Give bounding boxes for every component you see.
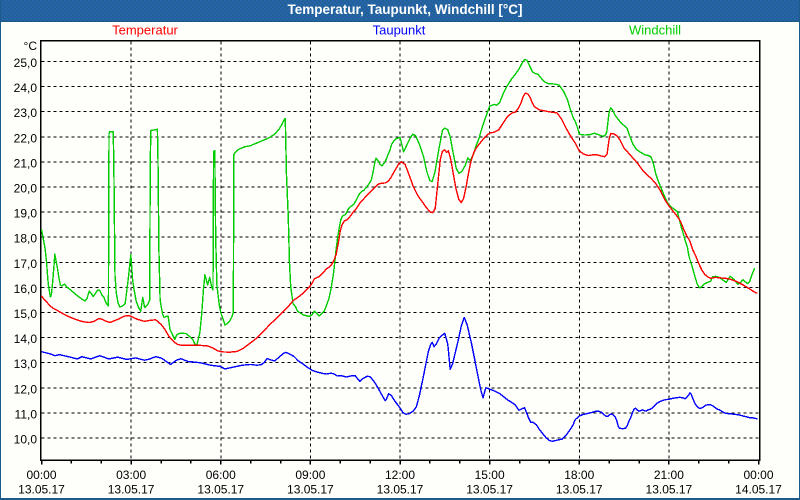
svg-text:15,0: 15,0 — [14, 307, 38, 321]
svg-text:06:00: 06:00 — [206, 468, 236, 482]
svg-text:19,0: 19,0 — [14, 207, 38, 221]
svg-text:25,0: 25,0 — [14, 56, 38, 70]
svg-text:Temperatur: Temperatur — [112, 23, 178, 38]
svg-text:13.05.17: 13.05.17 — [556, 483, 603, 497]
svg-text:13.05.17: 13.05.17 — [108, 483, 155, 497]
svg-text:14.05.17: 14.05.17 — [735, 483, 782, 497]
svg-text:18,0: 18,0 — [14, 232, 38, 246]
svg-text:18:00: 18:00 — [564, 468, 594, 482]
svg-text:00:00: 00:00 — [743, 468, 773, 482]
svg-text:16,0: 16,0 — [14, 282, 38, 296]
svg-text:15:00: 15:00 — [475, 468, 505, 482]
svg-text:03:00: 03:00 — [116, 468, 146, 482]
svg-text:13.05.17: 13.05.17 — [18, 483, 65, 497]
svg-text:13,0: 13,0 — [14, 357, 38, 371]
svg-text:00:00: 00:00 — [26, 468, 56, 482]
svg-text:24,0: 24,0 — [14, 81, 38, 95]
svg-text:13.05.17: 13.05.17 — [646, 483, 693, 497]
svg-text:12,0: 12,0 — [14, 382, 38, 396]
svg-text:14,0: 14,0 — [14, 332, 38, 346]
svg-text:12:00: 12:00 — [385, 468, 415, 482]
svg-text:13.05.17: 13.05.17 — [287, 483, 334, 497]
svg-text:09:00: 09:00 — [295, 468, 325, 482]
svg-text:13.05.17: 13.05.17 — [466, 483, 513, 497]
svg-text:13.05.17: 13.05.17 — [197, 483, 244, 497]
svg-text:21:00: 21:00 — [654, 468, 684, 482]
svg-text:23,0: 23,0 — [14, 106, 38, 120]
svg-text:13.05.17: 13.05.17 — [377, 483, 424, 497]
svg-text:17,0: 17,0 — [14, 257, 38, 271]
svg-text:°C: °C — [24, 39, 38, 53]
svg-text:Windchill: Windchill — [629, 23, 681, 38]
svg-text:20,0: 20,0 — [14, 182, 38, 196]
svg-text:21,0: 21,0 — [14, 156, 38, 170]
svg-text:22,0: 22,0 — [14, 131, 38, 145]
svg-text:10,0: 10,0 — [14, 433, 38, 447]
svg-text:Taupunkt: Taupunkt — [373, 23, 426, 38]
svg-text:11,0: 11,0 — [15, 407, 38, 421]
